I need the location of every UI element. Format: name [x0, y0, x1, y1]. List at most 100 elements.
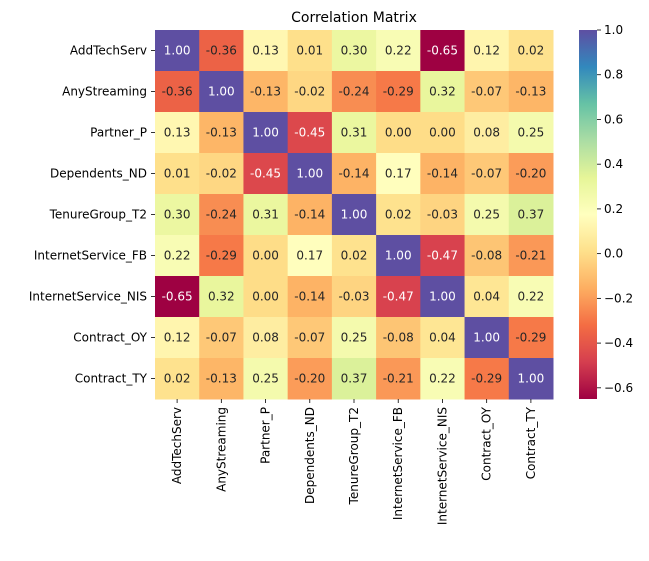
- cell-value-label: -0.29: [471, 372, 502, 386]
- heatmap-cell: [199, 112, 244, 154]
- cell-value-label: 0.00: [429, 126, 456, 140]
- x-tick-label: AnyStreaming: [214, 407, 228, 492]
- heatmap-cell: [155, 194, 200, 236]
- x-tick-label: InternetService_NIS: [435, 407, 449, 525]
- cell-value-label: -0.36: [162, 85, 193, 99]
- heatmap-cell: [199, 153, 244, 195]
- heatmap-cell: [155, 30, 200, 72]
- heatmap-cell: [508, 194, 554, 236]
- heatmap-cell: [287, 235, 333, 277]
- cell-value-label: 0.22: [385, 44, 412, 58]
- cell-value-label: -0.36: [206, 44, 237, 58]
- colorbar-tick-label: 0.0: [604, 247, 623, 261]
- heatmap-cell: [376, 235, 421, 277]
- heatmap-cell: [376, 71, 421, 113]
- cell-value-label: 0.12: [473, 44, 500, 58]
- y-tick-label: Dependents_ND: [50, 167, 147, 181]
- cell-value-label: 1.00: [252, 126, 279, 140]
- colorbar: 1.0 0.8 0.6 0.4 0.2 0.0 −0.2 −0.4 −0.6: [579, 23, 633, 399]
- heatmap-cell: [331, 235, 377, 277]
- cell-value-label: 0.31: [252, 208, 279, 222]
- heatmap-cell: [420, 235, 466, 277]
- heatmap-cell: [155, 358, 200, 400]
- cell-value-label: 0.13: [164, 126, 191, 140]
- heatmap-cell: [199, 30, 244, 72]
- cell-value-label: -0.14: [338, 167, 369, 181]
- cell-value-label: -0.20: [515, 167, 546, 181]
- heatmap-cell: [331, 276, 377, 318]
- y-tick-labels: AddTechServ AnyStreaming Partner_P Dependen…: [29, 44, 155, 386]
- cell-value-label: -0.14: [294, 290, 325, 304]
- heatmap-cell: [287, 112, 333, 154]
- cell-value-label: 0.01: [296, 44, 323, 58]
- heatmap-cell: [199, 317, 244, 359]
- heatmap-cell: [376, 194, 421, 236]
- heatmap-cell: [376, 30, 421, 72]
- heatmap-cell: [331, 30, 377, 72]
- heatmap-cell: [420, 317, 466, 359]
- cell-value-label: 0.25: [341, 331, 368, 345]
- cell-value-label: 0.02: [341, 249, 368, 263]
- cell-value-label: -0.13: [250, 85, 281, 99]
- cell-value-label: -0.03: [338, 290, 369, 304]
- cell-value-label: -0.47: [383, 290, 414, 304]
- heatmap-cell: [331, 317, 377, 359]
- cell-value-label: -0.08: [471, 249, 502, 263]
- cell-value-label: 0.30: [164, 208, 191, 222]
- heatmap-cell: [508, 112, 554, 154]
- cell-value-label: -0.07: [294, 331, 325, 345]
- heatmap-cell: [287, 194, 333, 236]
- cell-value-label: 1.00: [473, 331, 500, 345]
- cell-value-label: -0.29: [206, 249, 237, 263]
- cell-value-label: -0.02: [206, 167, 237, 181]
- cell-value-label: 0.37: [341, 372, 368, 386]
- cell-value-label: 0.31: [341, 126, 368, 140]
- cell-value-label: 0.37: [518, 208, 545, 222]
- heatmap-cell: [155, 317, 200, 359]
- heatmap-cell: [508, 317, 554, 359]
- heatmap-cell: [376, 358, 421, 400]
- cell-value-label: 0.30: [341, 44, 368, 58]
- heatmap-cell: [243, 194, 289, 236]
- x-tick-label: Contract_OY: [480, 406, 494, 480]
- heatmap-cell: [287, 153, 333, 195]
- cell-value-label: -0.29: [383, 85, 414, 99]
- cell-value-label: 0.00: [252, 249, 279, 263]
- heatmap-cell: [331, 194, 377, 236]
- y-tick-label: Contract_TY: [75, 372, 148, 386]
- cell-value-label: 0.32: [208, 290, 235, 304]
- colorbar-tick-label: 0.2: [604, 202, 623, 216]
- heatmap-cell: [464, 194, 510, 236]
- colorbar-gradient: [579, 30, 597, 399]
- heatmap-cell: [508, 71, 554, 113]
- colorbar-tick-label: −0.4: [604, 336, 633, 350]
- heatmap-cell: [420, 71, 466, 113]
- x-tick-labels: AddTechServ AnyStreaming Partner_P Dependen…: [170, 399, 538, 525]
- cell-value-label: 1.00: [164, 44, 191, 58]
- heatmap-cell: [243, 71, 289, 113]
- cell-value-label: -0.45: [250, 167, 281, 181]
- cell-value-label: 0.17: [385, 167, 412, 181]
- cell-value-label: -0.21: [383, 372, 414, 386]
- heatmap-cell: [376, 112, 421, 154]
- heatmap-cell: [508, 358, 554, 400]
- cell-value-label: 1.00: [208, 85, 235, 99]
- cell-value-label: 0.01: [164, 167, 191, 181]
- cell-value-label: 1.00: [429, 290, 456, 304]
- cell-value-label: -0.45: [294, 126, 325, 140]
- heatmap-cell: [199, 71, 244, 113]
- heatmap-cell: [464, 317, 510, 359]
- heatmap-cell: [243, 153, 289, 195]
- cell-value-label: 0.02: [164, 372, 191, 386]
- heatmap-cell: [376, 153, 421, 195]
- cell-value-label: 0.08: [473, 126, 500, 140]
- heatmap-cell: [331, 358, 377, 400]
- heatmap-cell: [155, 235, 200, 277]
- heatmap-cell: [508, 153, 554, 195]
- cell-value-label: -0.03: [427, 208, 458, 222]
- heatmap-cell: [464, 71, 510, 113]
- colorbar-tick-label: 0.8: [604, 68, 623, 82]
- y-tick-label: AnyStreaming: [62, 85, 147, 99]
- heatmap-cell: [199, 194, 244, 236]
